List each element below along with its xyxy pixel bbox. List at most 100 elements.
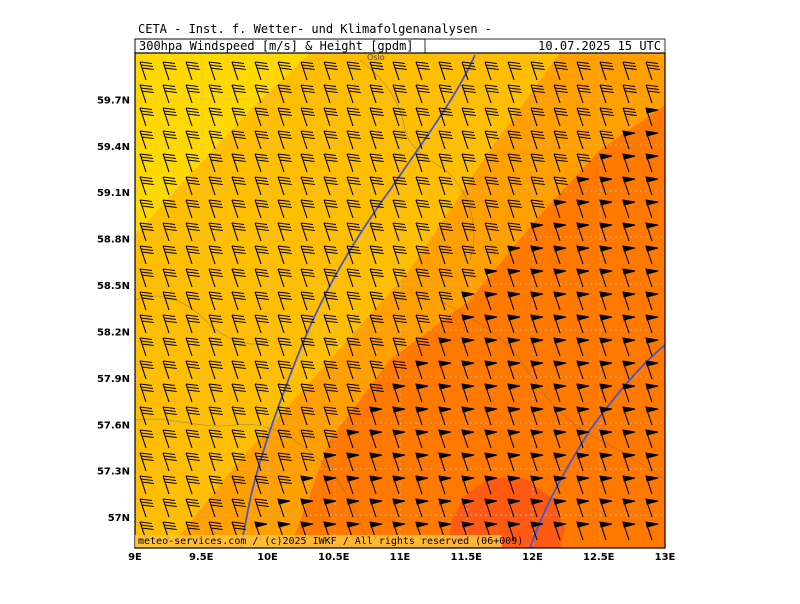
wind-barb <box>530 314 544 334</box>
wind-barb <box>461 84 476 104</box>
wind-barb <box>645 245 659 265</box>
wind-barb <box>461 452 475 472</box>
wind-barb <box>139 475 154 495</box>
wind-barb <box>622 107 637 127</box>
wind-barb <box>346 107 361 127</box>
wind-barb <box>369 199 384 219</box>
wind-barb <box>323 84 338 104</box>
wind-barb <box>461 222 476 242</box>
wind-barb <box>507 498 521 518</box>
wind-barb <box>622 130 636 150</box>
wind-barbs <box>139 61 660 541</box>
wind-barb <box>599 199 613 219</box>
wind-barb <box>576 475 590 495</box>
wind-barb <box>530 383 544 403</box>
wind-barb <box>392 360 407 380</box>
wind-barb <box>599 130 614 150</box>
wind-barb <box>162 107 177 127</box>
wind-barb <box>208 130 223 150</box>
wind-barb <box>277 314 292 334</box>
wind-barb <box>484 84 499 104</box>
wind-barb <box>438 153 453 173</box>
wind-barb <box>392 475 406 495</box>
wind-barb <box>254 383 269 403</box>
wind-barb <box>231 61 246 81</box>
wind-barb <box>415 452 429 472</box>
wind-barb <box>277 268 292 288</box>
wind-barb <box>507 521 521 541</box>
wind-barb <box>484 268 498 288</box>
wind-barb <box>415 314 430 334</box>
wind-barb <box>162 291 177 311</box>
wind-barb <box>415 429 429 449</box>
wind-barb <box>254 475 269 495</box>
wind-barb <box>369 176 384 196</box>
wind-barb <box>300 406 315 426</box>
wind-barb <box>346 314 361 334</box>
wind-barb <box>208 61 223 81</box>
wind-barb <box>300 176 315 196</box>
wind-barb <box>645 429 659 449</box>
wind-barb <box>231 452 246 472</box>
wind-barb <box>576 153 591 173</box>
wind-barb <box>461 406 475 426</box>
wind-barb <box>208 429 223 449</box>
wind-barb <box>530 406 544 426</box>
wind-barb <box>484 498 498 518</box>
wind-barb <box>369 337 384 357</box>
wind-barb <box>323 383 338 403</box>
wind-barb <box>139 314 154 334</box>
wind-barb <box>185 475 200 495</box>
wind-barb <box>484 245 499 265</box>
wind-barb <box>576 383 590 403</box>
wind-barb <box>392 84 407 104</box>
wind-barb <box>461 107 476 127</box>
wind-barb <box>484 61 499 81</box>
wind-barb <box>645 498 659 518</box>
wind-barb <box>392 130 407 150</box>
wind-barb <box>139 383 154 403</box>
wind-barb <box>231 383 246 403</box>
lon-label: 11.5E <box>450 552 482 563</box>
wind-barb <box>231 176 246 196</box>
wind-barb <box>346 475 360 495</box>
lat-label: 59.4N <box>97 142 130 153</box>
wind-barb <box>254 176 269 196</box>
wind-barb <box>530 337 544 357</box>
wind-barb <box>576 337 590 357</box>
wind-barb <box>645 383 659 403</box>
wind-barb <box>162 153 177 173</box>
wind-barb <box>484 475 498 495</box>
wind-barb <box>622 222 636 242</box>
wind-barb <box>484 406 498 426</box>
wind-barb <box>185 406 200 426</box>
wind-barb <box>599 475 613 495</box>
wind-barb <box>438 268 453 288</box>
wind-barb <box>599 84 614 104</box>
wind-barb <box>139 452 154 472</box>
wind-barb <box>438 222 453 242</box>
lon-label: 12.5E <box>583 552 615 563</box>
wind-barb <box>553 61 568 81</box>
wind-barb <box>254 84 269 104</box>
wind-barb <box>438 383 452 403</box>
wind-barb <box>346 84 361 104</box>
wind-barb <box>576 130 591 150</box>
wind-barb <box>208 291 223 311</box>
wind-barb <box>484 176 499 196</box>
wind-barb <box>300 268 315 288</box>
wind-barb <box>622 383 636 403</box>
coastline-borders <box>135 59 665 548</box>
wind-barb <box>162 429 177 449</box>
wind-barb <box>208 337 223 357</box>
wind-barb <box>300 498 314 518</box>
wind-barb <box>599 153 613 173</box>
wind-barb <box>530 130 545 150</box>
wind-barb <box>162 475 177 495</box>
wind-barb <box>484 291 498 311</box>
wind-barb <box>645 475 659 495</box>
wind-barb <box>369 245 384 265</box>
wind-barb <box>415 383 429 403</box>
wind-barb <box>231 314 246 334</box>
